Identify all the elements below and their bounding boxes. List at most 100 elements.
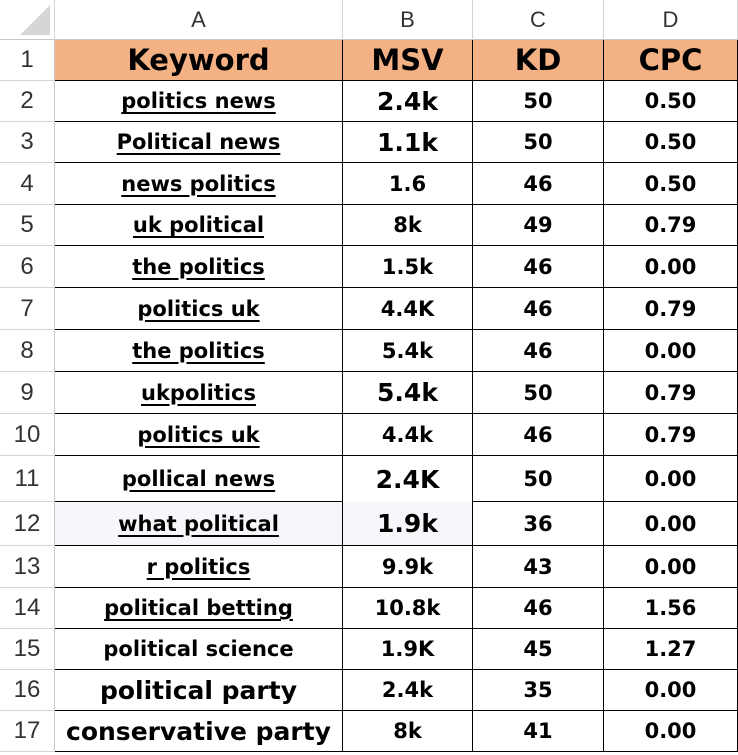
cell-keyword[interactable]: uk political (55, 205, 343, 246)
cell-msv[interactable]: 1.5k (343, 246, 473, 288)
cell-cpc[interactable]: 0.79 (604, 288, 738, 330)
cell-cpc[interactable]: 0.00 (604, 670, 738, 711)
cell-kd[interactable]: 50 (473, 81, 604, 122)
row-header[interactable]: 4 (0, 163, 55, 205)
cell-msv[interactable]: 1.9k (343, 502, 473, 546)
cell-kd[interactable]: 46 (473, 246, 604, 288)
cell-kd[interactable]: 50 (473, 122, 604, 163)
cell-cpc[interactable]: 0.00 (604, 546, 738, 588)
cell-keyword[interactable]: politics uk (55, 288, 343, 330)
cell-kd[interactable]: 46 (473, 414, 604, 456)
cell-keyword[interactable]: conservative party (55, 711, 343, 752)
cell-text: 5.4k (377, 378, 438, 407)
cell-keyword[interactable]: the politics (55, 246, 343, 288)
cell-kd[interactable]: 43 (473, 546, 604, 588)
row-header[interactable]: 8 (0, 330, 55, 372)
cell-cpc[interactable]: 0.79 (604, 372, 738, 414)
header-cell-cpc[interactable]: CPC (604, 40, 738, 81)
row-header[interactable]: 13 (0, 546, 55, 588)
cell-msv[interactable]: 9.9k (343, 546, 473, 588)
cell-keyword[interactable]: pollical news (55, 456, 343, 502)
row-header[interactable]: 3 (0, 122, 55, 163)
cell-cpc[interactable]: 0.00 (604, 711, 738, 752)
cell-cpc[interactable]: 0.50 (604, 81, 738, 122)
cell-kd[interactable]: 46 (473, 588, 604, 629)
row-header[interactable]: 6 (0, 246, 55, 288)
cell-cpc[interactable]: 0.79 (604, 414, 738, 456)
cell-kd[interactable]: 50 (473, 456, 604, 502)
cell-cpc[interactable]: 0.00 (604, 246, 738, 288)
cell-cpc[interactable]: 1.56 (604, 588, 738, 629)
cell-cpc[interactable]: 0.00 (604, 502, 738, 546)
cell-kd[interactable]: 49 (473, 205, 604, 246)
column-header-d[interactable]: D (604, 0, 738, 40)
cell-cpc[interactable]: 0.00 (604, 330, 738, 372)
row-header[interactable]: 9 (0, 372, 55, 414)
cell-keyword[interactable]: r politics (55, 546, 343, 588)
row-header[interactable]: 11 (0, 456, 55, 502)
cell-kd[interactable]: 50 (473, 372, 604, 414)
cell-text: 2.4k (377, 86, 438, 116)
column-header-a[interactable]: A (55, 0, 343, 40)
cell-msv[interactable]: 1.6 (343, 163, 473, 205)
cell-cpc[interactable]: 0.50 (604, 122, 738, 163)
cell-text: 2.4k (381, 678, 434, 702)
cell-keyword[interactable]: political science (55, 629, 343, 670)
header-cell-kd[interactable]: KD (473, 40, 604, 81)
cell-kd[interactable]: 45 (473, 629, 604, 670)
cell-text: 50 (523, 89, 553, 113)
cell-cpc[interactable]: 0.50 (604, 163, 738, 205)
cell-text: 10.8k (374, 596, 441, 620)
cell-msv[interactable]: 4.4k (343, 414, 473, 456)
cell-msv[interactable]: 2.4k (343, 81, 473, 122)
cell-text: 1.9k (377, 509, 438, 538)
row-header[interactable]: 2 (0, 81, 55, 122)
row-header[interactable]: 5 (0, 205, 55, 246)
cell-msv[interactable]: 10.8k (343, 588, 473, 629)
cell-kd[interactable]: 35 (473, 670, 604, 711)
header-cell-msv[interactable]: MSV (343, 40, 473, 81)
row-header[interactable]: 17 (0, 711, 55, 752)
cell-msv[interactable]: 5.4k (343, 330, 473, 372)
cell-keyword[interactable]: news politics (55, 163, 343, 205)
cell-kd[interactable]: 36 (473, 502, 604, 546)
row-header[interactable]: 1 (0, 40, 55, 81)
header-cell-keyword[interactable]: Keyword (55, 40, 343, 81)
cell-keyword[interactable]: Political news (55, 122, 343, 163)
cell-cpc[interactable]: 0.00 (604, 456, 738, 502)
cell-msv[interactable]: 2.4K (343, 456, 473, 502)
cell-text: 1.27 (644, 637, 697, 661)
cell-kd[interactable]: 41 (473, 711, 604, 752)
row-header[interactable]: 16 (0, 670, 55, 711)
row-header[interactable]: 10 (0, 414, 55, 456)
cell-keyword[interactable]: politics news (55, 81, 343, 122)
cell-text: 4.4K (380, 296, 435, 321)
row-header[interactable]: 15 (0, 629, 55, 670)
cell-kd[interactable]: 46 (473, 163, 604, 205)
cell-msv[interactable]: 4.4K (343, 288, 473, 330)
cell-keyword[interactable]: political betting (55, 588, 343, 629)
column-header-b[interactable]: B (343, 0, 473, 40)
cell-kd[interactable]: 46 (473, 288, 604, 330)
cell-keyword[interactable]: political party (55, 670, 343, 711)
cell-cpc[interactable]: 1.27 (604, 629, 738, 670)
cell-keyword[interactable]: politics uk (55, 414, 343, 456)
cell-msv[interactable]: 1.1k (343, 122, 473, 163)
select-all-corner[interactable] (0, 0, 55, 40)
cell-msv[interactable]: 1.9K (343, 629, 473, 670)
cell-keyword[interactable]: what political (55, 502, 343, 546)
cell-msv[interactable]: 8k (343, 711, 473, 752)
cell-text: 5 (20, 211, 34, 238)
row-header[interactable]: 14 (0, 588, 55, 629)
row-header[interactable]: 12 (0, 502, 55, 546)
cell-kd[interactable]: 46 (473, 330, 604, 372)
cell-cpc[interactable]: 0.79 (604, 205, 738, 246)
cell-msv[interactable]: 5.4k (343, 372, 473, 414)
cell-keyword[interactable]: the politics (55, 330, 343, 372)
cell-msv[interactable]: 2.4k (343, 670, 473, 711)
cell-text: ukpolitics (141, 380, 256, 405)
row-header[interactable]: 7 (0, 288, 55, 330)
column-header-c[interactable]: C (473, 0, 604, 40)
cell-keyword[interactable]: ukpolitics (55, 372, 343, 414)
cell-msv[interactable]: 8k (343, 205, 473, 246)
